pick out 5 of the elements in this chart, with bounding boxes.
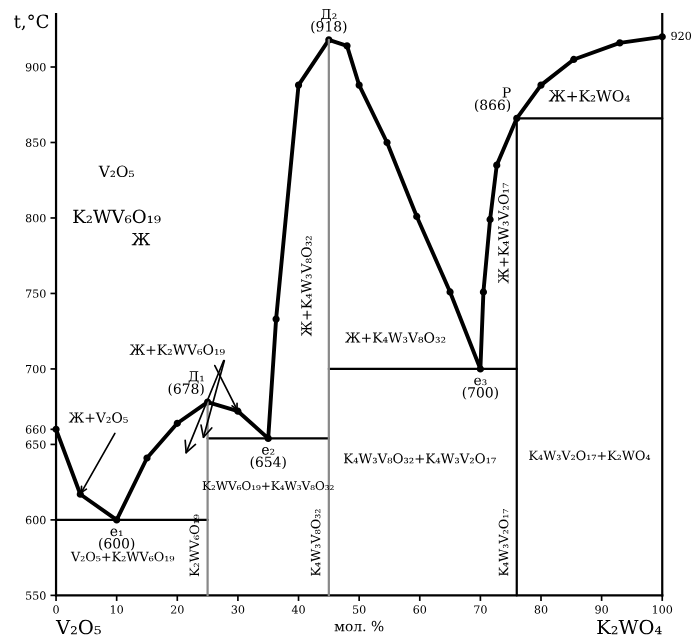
- text: K₂WO₄: [597, 619, 662, 635]
- y-axis-title: t,°C: [14, 14, 49, 31]
- text: V₂O₅: [55, 619, 101, 635]
- annotation: K₂WV₆O₁₉: [73, 209, 161, 224]
- annotation: Ж: [131, 233, 151, 246]
